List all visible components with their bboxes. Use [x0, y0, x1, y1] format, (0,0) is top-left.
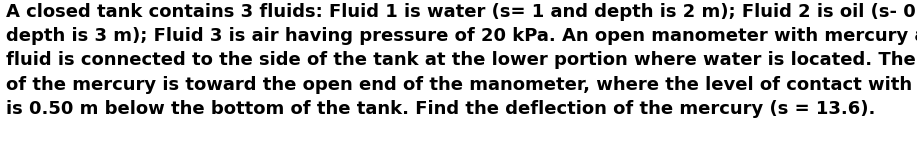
Text: A closed tank contains 3 fluids: Fluid 1 is water (s= 1 and depth is 2 m); Fluid: A closed tank contains 3 fluids: Fluid 1… [6, 3, 917, 118]
